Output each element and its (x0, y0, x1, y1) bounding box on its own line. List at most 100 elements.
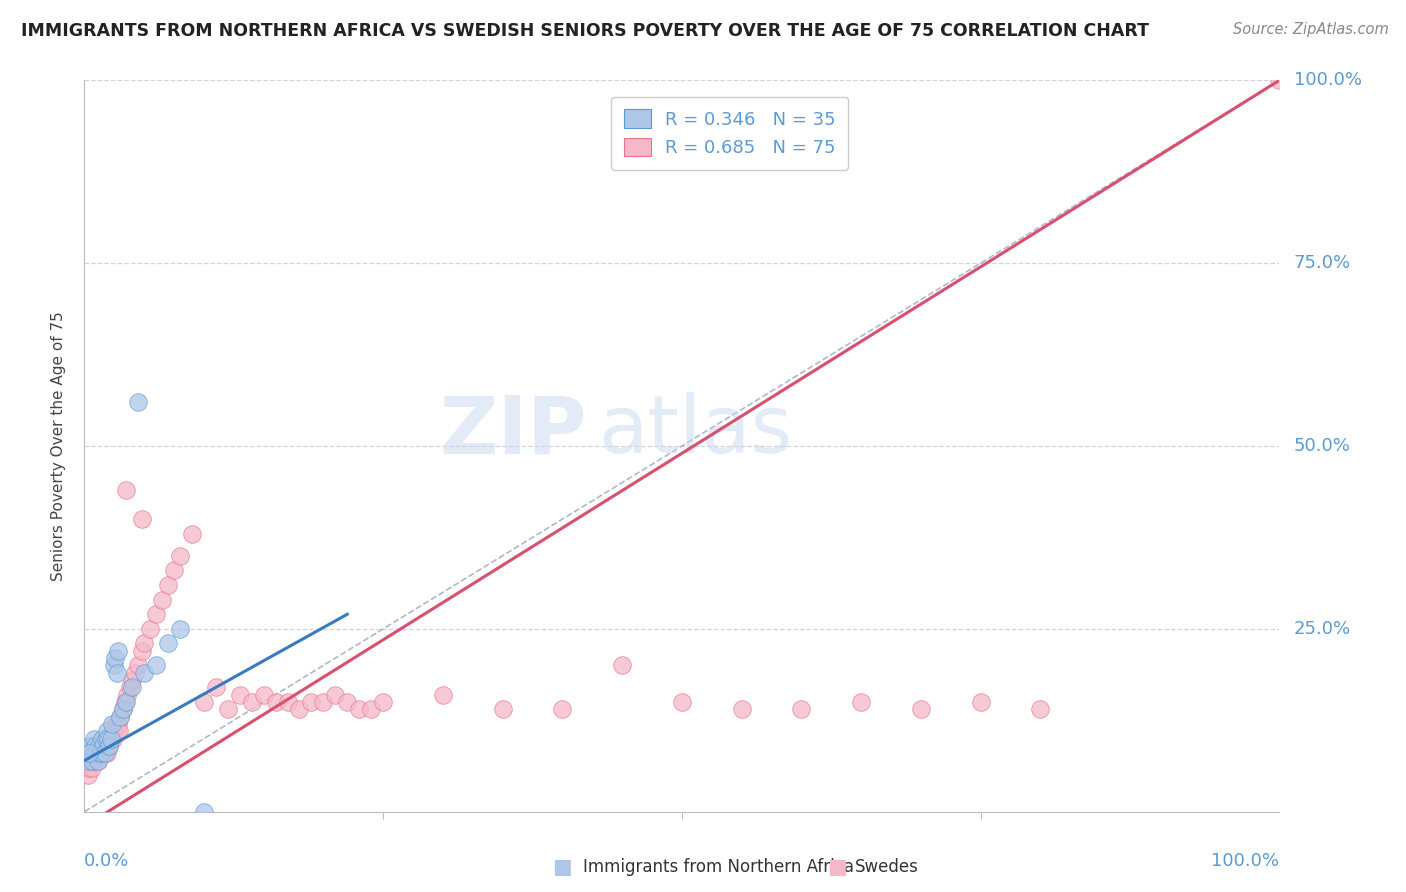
Point (110, 709, 132, 723)
Text: IMMIGRANTS FROM NORTHERN AFRICA VS SWEDISH SENIORS POVERTY OVER THE AGE OF 75 CO: IMMIGRANTS FROM NORTHERN AFRICA VS SWEDI… (21, 22, 1149, 40)
Point (193, 805, 215, 819)
Point (264, 695, 287, 709)
Point (1268, 73, 1291, 87)
Text: 50.0%: 50.0% (1294, 437, 1351, 455)
Point (93, 731, 115, 746)
Point (110, 709, 132, 723)
Point (169, 549, 191, 563)
Point (100, 731, 122, 746)
Point (96, 724, 118, 739)
Point (89, 739, 111, 753)
Point (145, 607, 167, 622)
Point (84, 739, 107, 753)
Point (121, 681, 143, 695)
Point (87, 746, 110, 760)
Point (157, 578, 180, 592)
Text: Swedes: Swedes (855, 858, 918, 876)
Point (100, 731, 122, 746)
Point (790, 702, 813, 716)
Point (217, 702, 239, 716)
Point (325, 688, 347, 702)
Point (90, 746, 112, 760)
Point (117, 688, 139, 702)
Point (98, 739, 121, 753)
Point (111, 702, 134, 716)
Point (82, 754, 104, 768)
Point (107, 717, 129, 731)
Point (193, 695, 215, 709)
Text: 25.0%: 25.0% (1294, 620, 1351, 638)
Point (145, 658, 167, 673)
Point (86, 754, 108, 768)
Point (107, 644, 129, 658)
Point (105, 665, 128, 680)
Point (731, 702, 754, 716)
Point (288, 702, 311, 716)
Point (93, 739, 115, 753)
Point (671, 695, 693, 709)
Point (94, 731, 117, 746)
Point (373, 695, 395, 709)
Point (80, 761, 103, 775)
Point (301, 695, 323, 709)
Point (150, 592, 173, 607)
Point (77, 746, 100, 760)
Text: 75.0%: 75.0% (1294, 254, 1351, 272)
Point (77, 754, 100, 768)
Point (86, 754, 108, 768)
Point (181, 526, 204, 541)
Point (79, 739, 101, 753)
Point (80, 754, 103, 768)
Y-axis label: Seniors Poverty Over the Age of 75: Seniors Poverty Over the Age of 75 (51, 311, 66, 581)
Text: 0.0%: 0.0% (84, 852, 129, 870)
Point (163, 563, 186, 577)
Point (90, 746, 112, 760)
Point (103, 658, 125, 673)
Point (82, 746, 104, 760)
Point (253, 688, 276, 702)
Point (96, 746, 118, 760)
Point (101, 731, 124, 746)
Text: ZIP: ZIP (439, 392, 586, 470)
Text: atlas: atlas (599, 392, 793, 470)
Point (86, 746, 108, 760)
Point (77, 761, 100, 775)
Point (87, 739, 110, 753)
Point (91, 739, 114, 753)
Point (127, 658, 149, 673)
Point (84, 754, 107, 768)
Text: ■: ■ (553, 857, 572, 877)
Point (277, 695, 299, 709)
Point (115, 483, 138, 497)
Text: 100.0%: 100.0% (1294, 71, 1362, 89)
Point (336, 695, 359, 709)
Point (157, 636, 180, 650)
Text: 100.0%: 100.0% (1212, 852, 1279, 870)
Point (91, 731, 114, 746)
Text: ■: ■ (827, 857, 846, 877)
Point (492, 702, 515, 716)
Point (205, 681, 228, 695)
Point (551, 702, 574, 716)
Point (121, 673, 143, 687)
Point (131, 644, 153, 658)
Point (118, 681, 141, 695)
Point (97, 731, 120, 746)
Point (132, 665, 156, 680)
Point (312, 695, 335, 709)
Point (910, 702, 932, 716)
Point (360, 702, 382, 716)
Point (111, 702, 134, 716)
Point (105, 724, 128, 739)
Text: Source: ZipAtlas.com: Source: ZipAtlas.com (1233, 22, 1389, 37)
Point (240, 695, 263, 709)
Point (108, 724, 131, 739)
Point (139, 622, 162, 636)
Point (89, 746, 111, 760)
Point (104, 717, 127, 731)
Text: Immigrants from Northern Africa: Immigrants from Northern Africa (583, 858, 855, 876)
Point (98, 739, 121, 753)
Point (103, 724, 125, 739)
Point (349, 702, 371, 716)
Point (432, 688, 454, 702)
